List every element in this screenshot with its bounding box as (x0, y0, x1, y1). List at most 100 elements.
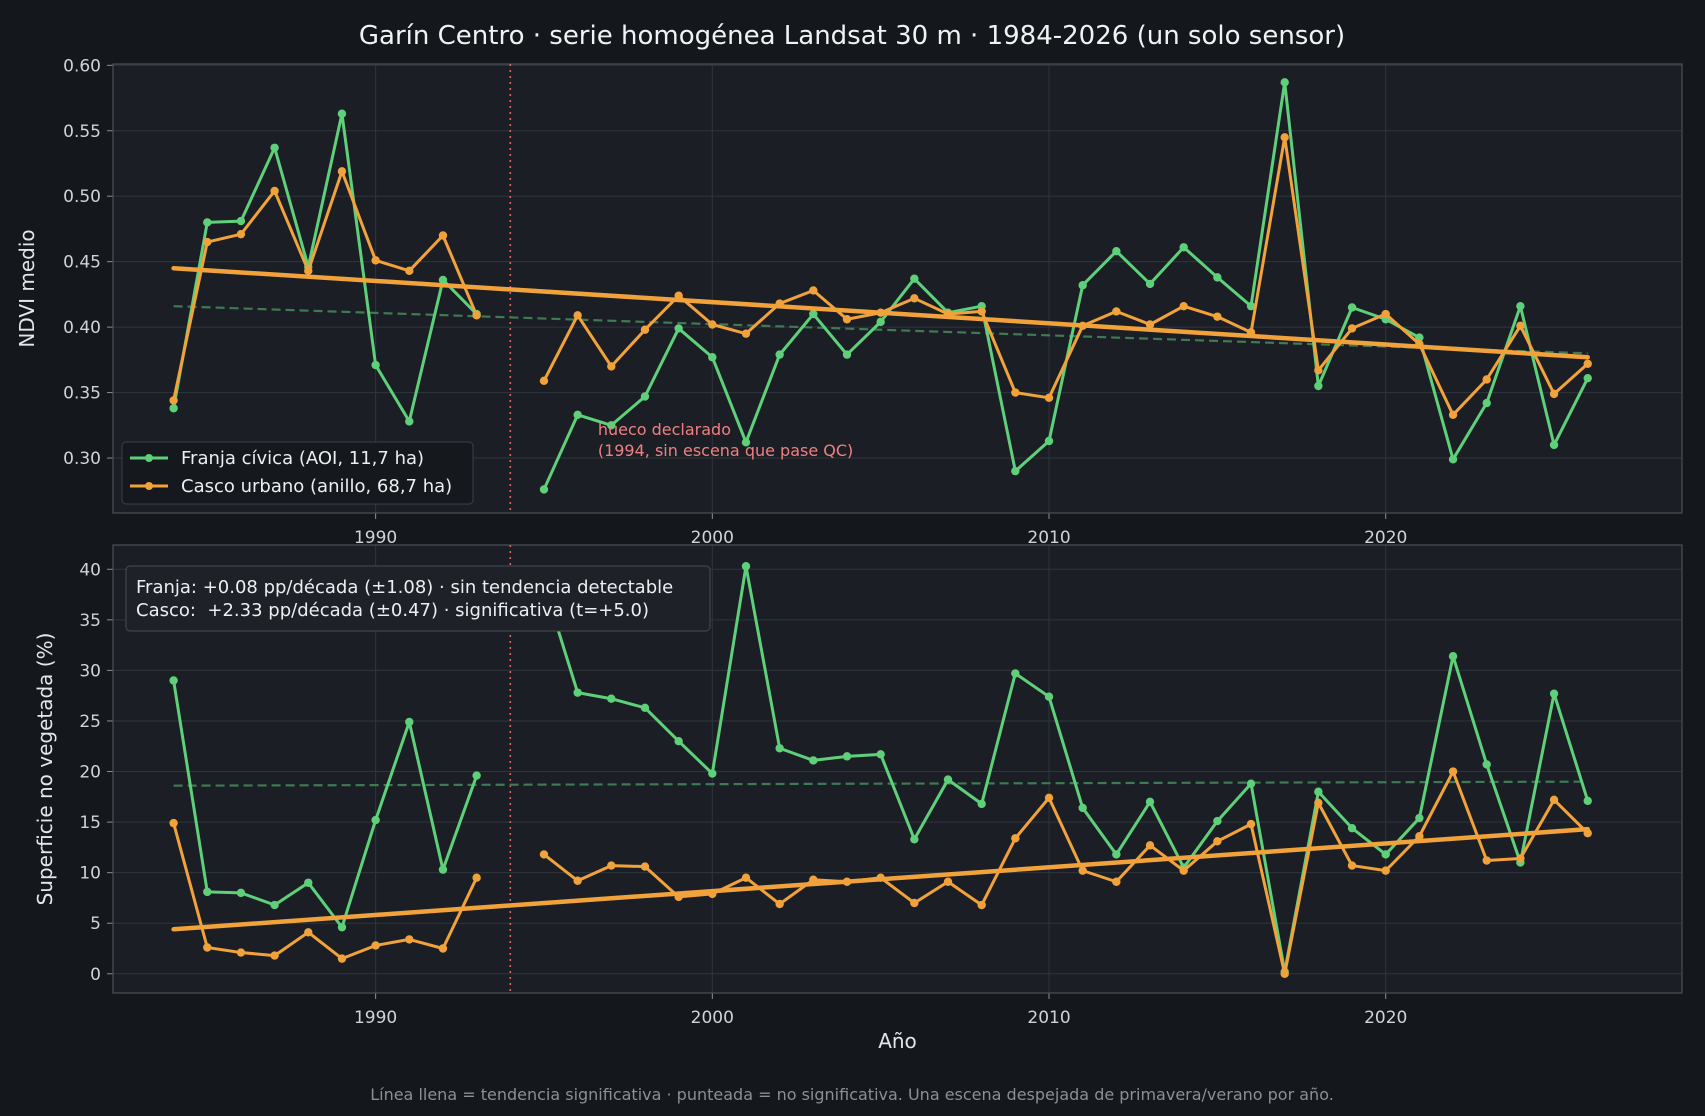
stats-box-frame (125, 565, 711, 632)
y-tick-label: 0.35 (63, 384, 101, 404)
footer-note: Línea llena = tendencia significativa · … (370, 1085, 1334, 1104)
data-point-casco (910, 898, 919, 908)
data-point-casco (1448, 767, 1458, 776)
non-vegetated-panel: 0 5 10 15 20 25 30 35 40 1990 2000 2010 2020 Superfic… (33, 544, 1683, 1053)
data-point-casco (371, 941, 380, 950)
data-point-franja (842, 350, 852, 359)
data-point-franja (304, 878, 313, 887)
data-point-franja (775, 744, 784, 753)
data-point-casco (1078, 866, 1087, 875)
y-axis-label: NDVI medio (15, 229, 39, 347)
gap-annotation-line2: (1994, sin escena que pase QC) (598, 441, 853, 460)
plot-frame (112, 63, 1683, 514)
series-line-franja-pre-gap (172, 680, 479, 929)
data-point-franja (876, 750, 885, 759)
data-point-casco (1516, 321, 1525, 331)
plot-content (169, 78, 1592, 494)
plot-content (169, 562, 1592, 978)
data-point-franja (1415, 333, 1424, 342)
data-point-casco (270, 186, 279, 196)
data-point-casco (1381, 866, 1390, 875)
data-point-casco (607, 861, 616, 870)
data-point-franja (236, 216, 246, 226)
data-point-franja (438, 275, 448, 285)
data-point-casco (472, 311, 481, 320)
x-tick-label: 2000 (691, 1008, 734, 1028)
data-point-casco (1583, 359, 1592, 368)
data-point-casco (573, 311, 582, 320)
data-point-franja (1011, 669, 1020, 678)
data-point-casco (472, 873, 481, 882)
data-point-casco (1280, 133, 1289, 142)
data-point-franja (607, 421, 616, 430)
data-point-casco (1145, 320, 1155, 329)
data-point-casco (1044, 793, 1054, 803)
data-point-franja (169, 676, 178, 685)
data-point-franja (337, 923, 347, 932)
data-point-casco (304, 928, 313, 937)
data-point-casco (640, 862, 650, 871)
data-point-casco (1213, 312, 1222, 321)
data-point-casco (337, 167, 347, 176)
y-tick-label: 15 (79, 813, 101, 833)
stats-line-casco: Casco: +2.33 pp/década (±0.47) · signifi… (136, 600, 649, 621)
trend-line-dashed-franja (173, 780, 1588, 787)
data-point-casco (304, 266, 313, 276)
y-axis-label: Superficie no vegetada (%) (33, 633, 57, 906)
y-tick-label: 0.30 (63, 449, 101, 469)
data-point-casco (741, 329, 751, 338)
series-line-franja-pre-gap (172, 112, 478, 423)
series-line-franja-post-gap (542, 564, 1590, 974)
data-point-franja (573, 688, 582, 697)
data-point-franja (943, 775, 953, 784)
data-point-casco (708, 320, 717, 329)
x-tick-label: 1990 (354, 528, 397, 548)
data-point-casco (1347, 324, 1357, 333)
data-point-casco (236, 948, 246, 957)
trend-line-dashed-franja (173, 305, 1588, 355)
data-point-franja (270, 900, 279, 910)
data-point-franja (1381, 850, 1390, 859)
data-point-franja (1549, 440, 1559, 450)
ndvi-panel: 0.30 0.35 0.40 0.45 0.50 0.55 0.60 1990 2000 2010… (15, 56, 1683, 548)
data-point-franja (169, 404, 178, 413)
data-point-franja (910, 835, 919, 844)
data-point-franja (1314, 381, 1323, 391)
data-point-casco (405, 266, 414, 276)
data-point-franja (573, 410, 582, 420)
y-tick-label: 10 (79, 864, 101, 884)
data-point-franja (1145, 797, 1155, 807)
data-point-casco (438, 944, 448, 953)
plot-frame (112, 544, 1683, 994)
stats-line-franja: Franja: +0.08 pp/década (±1.08) · sin te… (136, 577, 673, 598)
data-point-casco (1112, 877, 1121, 886)
data-point-franja (1078, 803, 1087, 813)
data-point-casco (1347, 861, 1357, 870)
data-point-casco (270, 951, 279, 960)
data-point-franja (1044, 436, 1054, 446)
y-tick-label: 30 (79, 661, 101, 681)
data-point-casco (1011, 834, 1020, 843)
data-point-franja (809, 756, 818, 765)
data-point-casco (1381, 309, 1390, 319)
data-point-franja (1280, 78, 1289, 87)
data-point-franja (910, 274, 919, 283)
data-point-franja (1583, 796, 1592, 806)
data-point-casco (1179, 301, 1188, 311)
y-tick-label: 35 (79, 611, 101, 631)
data-point-franja (741, 562, 751, 571)
series-line-casco-post-gap (542, 135, 1589, 417)
data-point-franja (674, 324, 683, 333)
data-point-casco (1179, 866, 1188, 875)
data-point-casco (640, 325, 650, 334)
x-tick-label: 2020 (1364, 1008, 1407, 1028)
trend-line-solid-casco (171, 826, 1590, 932)
x-tick-label: 2000 (691, 528, 734, 548)
y-tick-label: 0.45 (63, 253, 101, 273)
legend-box (121, 441, 474, 505)
data-point-franja (1583, 373, 1592, 383)
x-tick-label: 2010 (1027, 528, 1070, 548)
data-point-casco (943, 877, 953, 886)
data-point-franja (203, 218, 212, 227)
